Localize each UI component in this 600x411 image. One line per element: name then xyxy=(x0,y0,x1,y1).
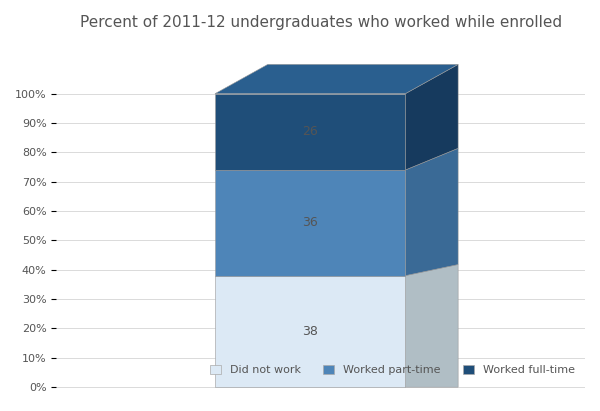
Polygon shape xyxy=(405,265,458,387)
Polygon shape xyxy=(215,170,405,276)
Text: 36: 36 xyxy=(302,216,318,229)
Polygon shape xyxy=(405,65,458,170)
Title: Percent of 2011-12 undergraduates who worked while enrolled: Percent of 2011-12 undergraduates who wo… xyxy=(80,15,562,30)
Legend: Did not work, Worked part-time, Worked full-time: Did not work, Worked part-time, Worked f… xyxy=(206,361,580,380)
Text: 38: 38 xyxy=(302,325,318,338)
Polygon shape xyxy=(405,148,458,276)
Polygon shape xyxy=(215,65,458,94)
Polygon shape xyxy=(215,94,405,170)
Polygon shape xyxy=(215,276,405,387)
Text: 26: 26 xyxy=(302,125,318,139)
